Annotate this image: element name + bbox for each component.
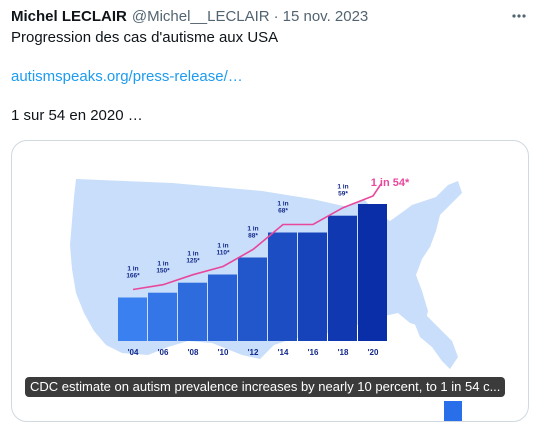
trend-line <box>132 183 382 291</box>
bar <box>238 257 267 341</box>
bar <box>148 292 177 341</box>
value-label: 1 in <box>247 226 258 233</box>
highlight-label: 1 in 54* <box>371 177 410 189</box>
florida-shape <box>412 313 458 369</box>
value-label: 1 in <box>187 251 198 258</box>
x-tick-label: '12 <box>248 348 259 357</box>
x-tick-label: '08 <box>188 348 199 357</box>
x-tick-label: '06 <box>158 348 169 357</box>
x-tick-label: '10 <box>218 348 229 357</box>
media-caption: CDC estimate on autism prevalence increa… <box>25 377 506 397</box>
tweet-header: Michel LECLAIR @Michel__LECLAIR · 15 nov… <box>11 6 368 26</box>
tweet[interactable]: Michel LECLAIR @Michel__LECLAIR · 15 nov… <box>11 0 541 422</box>
x-tick-label: '18 <box>338 348 349 357</box>
bar <box>178 282 207 341</box>
tweet-date[interactable]: 15 nov. 2023 <box>282 7 369 25</box>
media-card[interactable]: '04'06'08'10'12'14'16'18'20 1 in 166* 1 in… <box>11 140 529 422</box>
bar <box>328 215 357 341</box>
accessibility-badge <box>444 401 462 421</box>
value-label: 1 in <box>217 243 228 250</box>
x-tick-label: '14 <box>278 348 289 357</box>
tweet-text: Progression des cas d'autisme aux USA <box>11 29 279 46</box>
value-label: 110* <box>216 250 229 257</box>
avatar-column <box>0 0 4 408</box>
bar <box>358 204 387 341</box>
value-label: 59* <box>338 191 348 198</box>
value-label: 166* <box>126 273 140 280</box>
value-label: 1 in <box>127 266 138 273</box>
tweet-text-summary: 1 sur 54 en 2020 … <box>11 107 143 124</box>
bar <box>118 297 147 341</box>
author-handle[interactable]: @Michel__LECLAIR <box>131 7 270 25</box>
value-label: 150* <box>156 268 170 275</box>
value-label: 1 in <box>277 201 288 208</box>
tweet-link[interactable]: autismspeaks.org/press-release/… <box>11 68 243 85</box>
more-options-button[interactable] <box>508 5 530 27</box>
x-tick-label: '16 <box>308 348 319 357</box>
bar <box>268 232 297 341</box>
x-tick-label: '04 <box>128 348 139 357</box>
value-label: 88* <box>248 233 258 240</box>
value-label: 125* <box>186 258 200 265</box>
x-tick-label: '20 <box>368 348 379 357</box>
author-name[interactable]: Michel LECLAIR <box>11 7 127 25</box>
x-axis-labels: '04 '06 '08 '10 '12 '14 '16 '18 '20 <box>128 348 379 357</box>
more-horizontal-icon <box>512 14 526 18</box>
value-label: 1 in <box>337 184 348 191</box>
value-label: 68* <box>278 208 288 215</box>
value-label: 1 in <box>157 261 168 268</box>
bars-group <box>118 204 387 341</box>
bar <box>208 274 237 341</box>
separator: · <box>273 7 279 25</box>
bar <box>298 232 327 341</box>
